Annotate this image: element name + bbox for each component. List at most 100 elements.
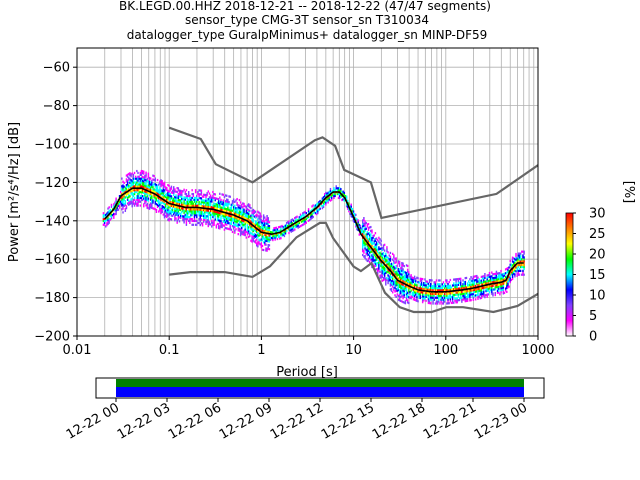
heatmap-cell [362, 223, 364, 226]
heatmap-cell [421, 285, 424, 288]
heatmap-cell [267, 236, 269, 239]
heatmap-cell [258, 232, 260, 235]
heatmap-cell [138, 177, 140, 180]
heatmap-cell [219, 208, 221, 211]
heatmap-cell [367, 247, 370, 251]
heatmap-cell [368, 239, 371, 243]
heatmap-cell [215, 205, 218, 208]
heatmap-cell [459, 293, 462, 296]
heatmap-cell [470, 276, 472, 279]
heatmap-cell [321, 197, 324, 200]
heatmap-cell [403, 293, 405, 297]
heatmap-cell [503, 278, 506, 281]
heatmap-cell [137, 196, 139, 200]
heatmap-cell [209, 209, 212, 213]
heatmap-cell [107, 219, 109, 222]
heatmap-cell [485, 290, 487, 293]
heatmap-cell [455, 301, 457, 304]
heatmap-cell [400, 299, 402, 303]
heatmap-cell [404, 284, 407, 288]
heatmap-cell [381, 266, 384, 269]
heatmap-cell [189, 210, 191, 213]
heatmap-cell [174, 190, 176, 193]
heatmap-cell [154, 200, 157, 203]
heatmap-cell [426, 280, 429, 283]
heatmap-cell [194, 202, 197, 205]
heatmap-cell [434, 285, 437, 288]
heatmap-cell [171, 197, 174, 200]
heatmap-cell [239, 205, 242, 208]
heatmap-cell [124, 190, 127, 193]
heatmap-cell [152, 207, 154, 210]
heatmap-cell [230, 211, 233, 214]
heatmap-cell [439, 288, 441, 292]
heatmap-cell [224, 213, 227, 216]
heatmap-cell [183, 217, 185, 220]
heatmap-cell [167, 197, 169, 200]
heatmap-cell [419, 291, 422, 294]
heatmap-cell [236, 213, 238, 216]
heatmap-cell [191, 219, 193, 223]
heatmap-cell [408, 288, 410, 291]
heatmap-cell [362, 240, 364, 243]
heatmap-cell [372, 257, 374, 261]
heatmap-cell [160, 208, 162, 211]
heatmap-cell [514, 269, 516, 272]
heatmap-cell [260, 244, 263, 247]
heatmap-cell [521, 258, 523, 261]
heatmap-cell [166, 202, 168, 205]
heatmap-cell [453, 284, 455, 287]
heatmap-cell [518, 267, 521, 271]
heatmap-cell [410, 274, 412, 277]
heatmap-cell [476, 282, 478, 285]
heatmap-cell [204, 209, 206, 212]
heatmap-cell [363, 234, 365, 237]
heatmap-cell [343, 193, 346, 196]
heatmap-cell [397, 267, 400, 271]
heatmap-cell [181, 193, 183, 197]
heatmap-cell [272, 235, 274, 238]
heatmap-cell [266, 228, 268, 231]
heatmap-cell [472, 279, 475, 282]
heatmap-cell [382, 273, 385, 276]
heatmap-cell [247, 232, 250, 235]
heatmap-cell [220, 202, 222, 205]
heatmap-cell [147, 191, 150, 194]
heatmap-cell [149, 198, 152, 201]
heatmap-cell [214, 202, 216, 206]
heatmap-cell [297, 218, 299, 221]
heatmap-cell [139, 204, 142, 207]
heatmap-cell [296, 219, 298, 222]
heatmap-cell [209, 196, 212, 199]
heatmap-cell [199, 208, 201, 211]
heatmap-cell [464, 284, 467, 287]
heatmap-cell [485, 280, 487, 283]
heatmap-cell [251, 221, 253, 224]
heatmap-cell [205, 215, 207, 218]
heatmap-cell [371, 254, 373, 257]
heatmap-cell [463, 282, 465, 286]
heatmap-cell [378, 267, 380, 270]
heatmap-cell [174, 197, 176, 201]
heatmap-cell [202, 203, 205, 206]
heatmap-cell [387, 280, 389, 283]
heatmap-cell [109, 218, 112, 221]
heatmap-cell [257, 231, 259, 234]
heatmap-cell [426, 294, 429, 297]
heatmap-cell [234, 220, 236, 223]
heatmap-cell [181, 190, 183, 193]
heatmap-cell [158, 191, 160, 194]
heatmap-cell [201, 195, 204, 198]
heatmap-cell [131, 184, 133, 187]
heatmap-cell [260, 242, 263, 245]
heatmap-cell [151, 199, 153, 202]
heatmap-cell [167, 199, 169, 202]
heatmap-cell [136, 191, 138, 194]
heatmap-cell [450, 296, 453, 299]
heatmap-cell [151, 204, 153, 207]
heatmap-cell [181, 197, 183, 200]
heatmap-cell [512, 261, 515, 264]
colorbar-gradient [565, 212, 574, 337]
heatmap-cell [261, 233, 264, 236]
heatmap-cell [379, 247, 381, 251]
